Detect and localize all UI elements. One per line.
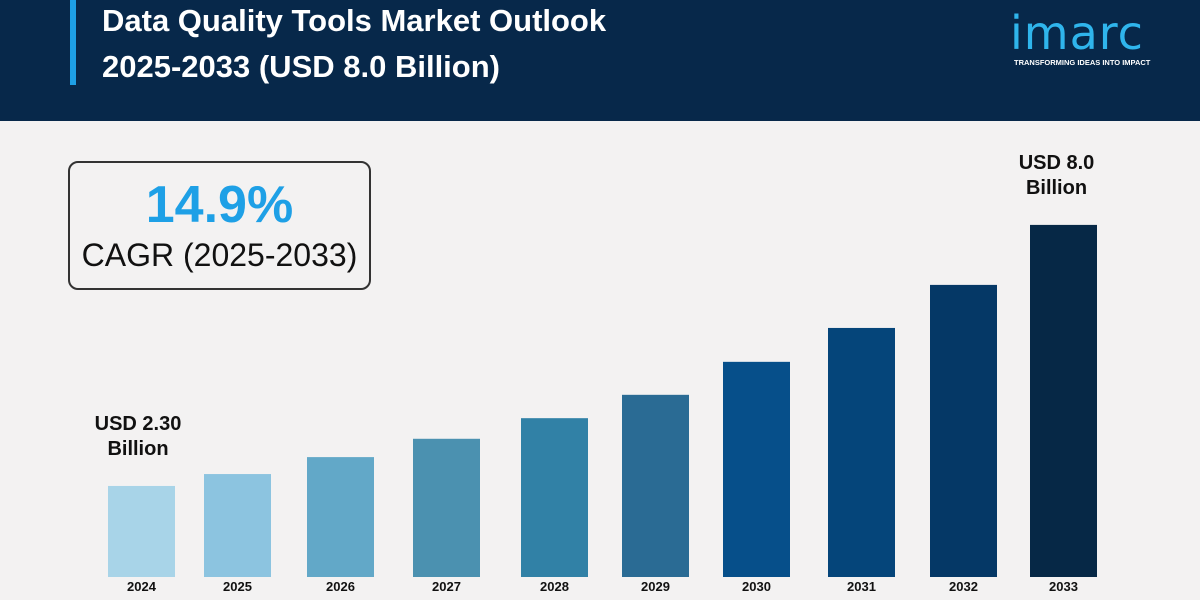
bar-2028 [521,418,588,577]
bar-2024 [108,485,175,577]
cagr-label: CAGR (2025-2033) [81,237,358,273]
x-tick-label: 2029 [641,579,670,594]
logo-tagline: TRANSFORMING IDEAS INTO IMPACT [1014,58,1151,67]
imarc-logo: imarc TRANSFORMING IDEAS INTO IMPACT [1010,2,1170,72]
bar-2030 [723,361,790,577]
title-line-1: Data Quality Tools Market Outlook [102,3,607,38]
x-tick-label: 2028 [540,579,569,594]
bar-2025 [204,474,271,577]
data-label-unit: Billion [107,438,168,460]
accent-bar [70,0,76,85]
x-tick-label: 2025 [223,579,252,594]
bar-2032 [930,284,997,577]
bar-2031 [828,327,895,577]
header-banner: Data Quality Tools Market Outlook 2025-2… [0,0,1200,121]
x-tick-label: 2027 [432,579,461,594]
x-tick-label: 2033 [1049,579,1078,594]
bar-2027 [413,438,480,577]
x-tick-label: 2030 [742,579,771,594]
x-tick-label: 2026 [326,579,355,594]
bar-2029 [622,394,689,577]
bar-2033 [1030,224,1097,577]
data-label-unit: Billion [1026,177,1087,199]
logo-wordmark: imarc [1010,6,1144,60]
bar-2026 [307,457,374,577]
page-title: Data Quality Tools Market Outlook 2025-2… [102,0,606,90]
x-tick-label: 2032 [949,579,978,594]
data-label: USD 2.30 [95,413,182,435]
x-tick-label: 2024 [127,579,157,594]
cagr-value: 14.9% [145,176,294,234]
data-label: USD 8.0 [1019,152,1095,174]
x-tick-label: 2031 [847,579,876,594]
title-line-2: 2025-2033 (USD 8.0 Billion) [102,49,500,84]
cagr-box: 14.9% CAGR (2025-2033) [68,161,371,290]
